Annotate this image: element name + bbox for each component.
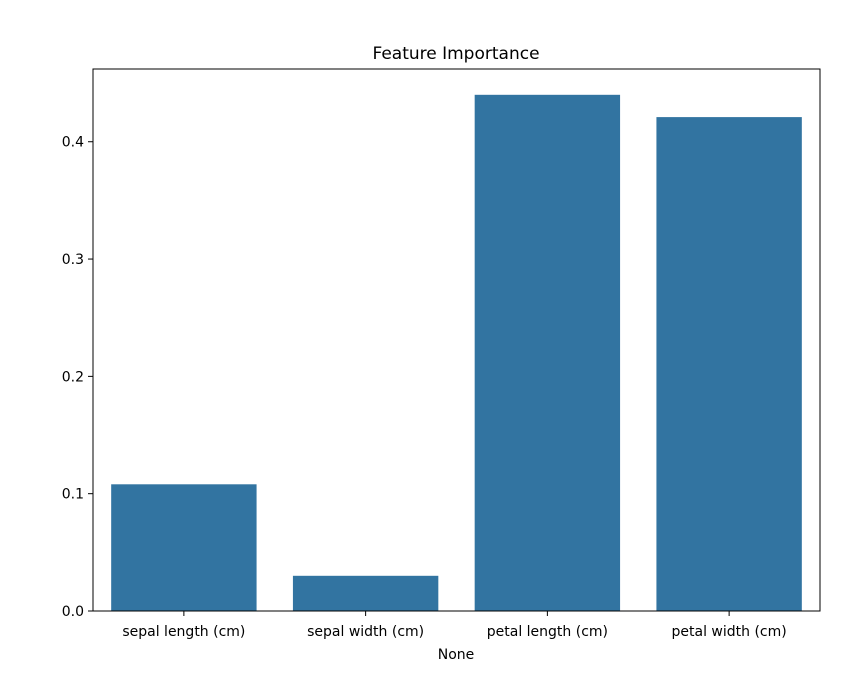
y-tick-label: 0.0 [62, 604, 84, 620]
bar [292, 575, 439, 611]
plot-frame [92, 68, 821, 612]
x-tick-label: sepal length (cm) [122, 624, 245, 640]
y-tick-label: 0.1 [62, 487, 84, 503]
x-tick-label: petal width (cm) [672, 624, 787, 640]
x-tick-label: sepal width (cm) [307, 624, 424, 640]
y-tick-label: 0.2 [62, 369, 84, 385]
y-axis-ticks: 0.0 0.1 0.2 0.3 0.4 [62, 135, 93, 620]
y-tick-label: 0.3 [62, 252, 84, 268]
x-axis-label: None [438, 647, 475, 663]
y-tick-label: 0.4 [62, 135, 84, 151]
bar [474, 94, 621, 612]
x-tick-label: petal length (cm) [487, 624, 608, 640]
chart-title: Feature Importance [372, 44, 539, 64]
bar [656, 117, 802, 612]
bars-group [111, 94, 802, 612]
bar [111, 484, 257, 611]
x-axis-ticks: sepal length (cm) sepal width (cm) petal l… [122, 611, 787, 640]
